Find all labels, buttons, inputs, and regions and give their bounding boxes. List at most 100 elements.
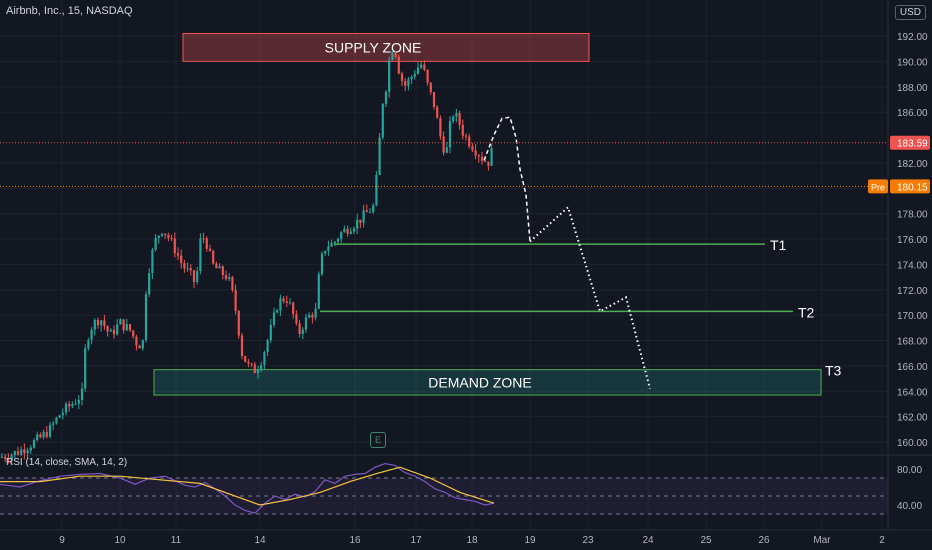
candle-body bbox=[183, 263, 186, 269]
candle bbox=[93, 318, 96, 336]
candle bbox=[4, 454, 7, 463]
candle-body bbox=[477, 155, 480, 157]
rsi-indicator-label[interactable]: RSI (14, close, SMA, 14, 2) bbox=[6, 457, 128, 468]
candle-body bbox=[84, 348, 87, 389]
candle bbox=[480, 152, 484, 165]
candle-body bbox=[400, 73, 404, 81]
candle-body bbox=[394, 52, 397, 57]
candle bbox=[429, 82, 432, 95]
candle bbox=[253, 361, 256, 374]
candle bbox=[352, 226, 356, 235]
candle-body bbox=[253, 364, 256, 374]
candle bbox=[298, 319, 301, 338]
candle bbox=[77, 395, 80, 410]
candle-body bbox=[170, 237, 173, 239]
candle-body bbox=[0, 456, 4, 458]
candle-body bbox=[452, 116, 455, 122]
candle bbox=[384, 90, 388, 108]
candle-body bbox=[429, 82, 432, 93]
candle bbox=[48, 421, 52, 439]
candle-body bbox=[93, 319, 96, 330]
candle bbox=[308, 312, 311, 318]
projection-path-dotted bbox=[529, 205, 651, 389]
price-tick-label: 164.00 bbox=[897, 387, 928, 398]
candle bbox=[317, 271, 320, 310]
candle-body bbox=[208, 248, 212, 251]
candle bbox=[42, 429, 45, 440]
candle bbox=[448, 116, 452, 154]
candle-body bbox=[103, 320, 106, 326]
candle bbox=[365, 204, 368, 213]
candle bbox=[314, 302, 317, 321]
candle-body bbox=[202, 238, 205, 240]
candle-body bbox=[247, 361, 250, 364]
candle-body bbox=[455, 113, 458, 117]
candle-body bbox=[26, 450, 29, 454]
candle-body bbox=[119, 319, 122, 325]
candle-body bbox=[180, 255, 183, 264]
candle-body bbox=[474, 150, 477, 156]
price-tick-label: 170.00 bbox=[897, 311, 928, 322]
price-tick-label: 186.00 bbox=[897, 108, 928, 119]
candle bbox=[109, 328, 112, 332]
candle-body bbox=[196, 271, 199, 282]
candle-body bbox=[228, 276, 231, 279]
time-tick-label: 9 bbox=[59, 535, 65, 546]
supply-zone bbox=[182, 32, 590, 62]
candle-body bbox=[205, 238, 208, 249]
candle bbox=[301, 327, 304, 340]
rsi-line bbox=[0, 462, 495, 514]
candle-body bbox=[410, 76, 413, 80]
candle-body bbox=[144, 294, 148, 341]
candle-body bbox=[282, 298, 285, 302]
candle-body bbox=[212, 250, 215, 264]
candle-body bbox=[138, 345, 141, 349]
candle-body bbox=[157, 235, 160, 239]
candle bbox=[381, 103, 384, 140]
candle-body bbox=[231, 276, 234, 291]
candle-body bbox=[106, 325, 109, 332]
symbol-title[interactable]: Airbnb, Inc., 15, NASDAQ bbox=[6, 5, 133, 17]
time-tick-label: 14 bbox=[254, 535, 266, 546]
candle-body bbox=[52, 423, 55, 425]
candle bbox=[128, 323, 132, 333]
currency-button[interactable]: USD bbox=[894, 5, 926, 20]
candle bbox=[183, 259, 186, 273]
time-tick-label: 24 bbox=[642, 535, 654, 546]
candle bbox=[87, 337, 90, 351]
candle-body bbox=[372, 205, 375, 212]
candle-body bbox=[7, 458, 10, 460]
earnings-icon[interactable]: E bbox=[370, 432, 386, 448]
candle-body bbox=[90, 329, 93, 340]
candle-body bbox=[468, 136, 471, 147]
candle bbox=[407, 76, 410, 91]
candle bbox=[186, 262, 189, 272]
candle bbox=[490, 143, 493, 166]
candle-body bbox=[304, 317, 308, 330]
candle-body bbox=[189, 268, 192, 271]
candle-body bbox=[288, 302, 292, 304]
time-tick-label: 19 bbox=[524, 535, 536, 546]
candle-body bbox=[250, 363, 253, 365]
target-label-t2: T2 bbox=[798, 304, 815, 320]
candle bbox=[132, 330, 135, 339]
candle-body bbox=[77, 399, 80, 404]
candle-body bbox=[164, 233, 167, 236]
candle-body bbox=[298, 323, 301, 334]
candle-body bbox=[71, 404, 74, 407]
candle bbox=[464, 133, 468, 141]
candle bbox=[61, 408, 64, 420]
candle bbox=[96, 317, 100, 329]
candle bbox=[388, 56, 391, 98]
candle bbox=[368, 208, 372, 213]
candle bbox=[224, 270, 228, 281]
time-tick-label: 25 bbox=[700, 535, 712, 546]
price-tick-label: 192.00 bbox=[897, 32, 928, 43]
candle-body bbox=[141, 340, 144, 349]
candle-body bbox=[132, 330, 135, 337]
candle bbox=[394, 51, 397, 59]
candle bbox=[64, 401, 68, 416]
candle-body bbox=[320, 253, 324, 275]
time-tick-label: 23 bbox=[582, 535, 594, 546]
